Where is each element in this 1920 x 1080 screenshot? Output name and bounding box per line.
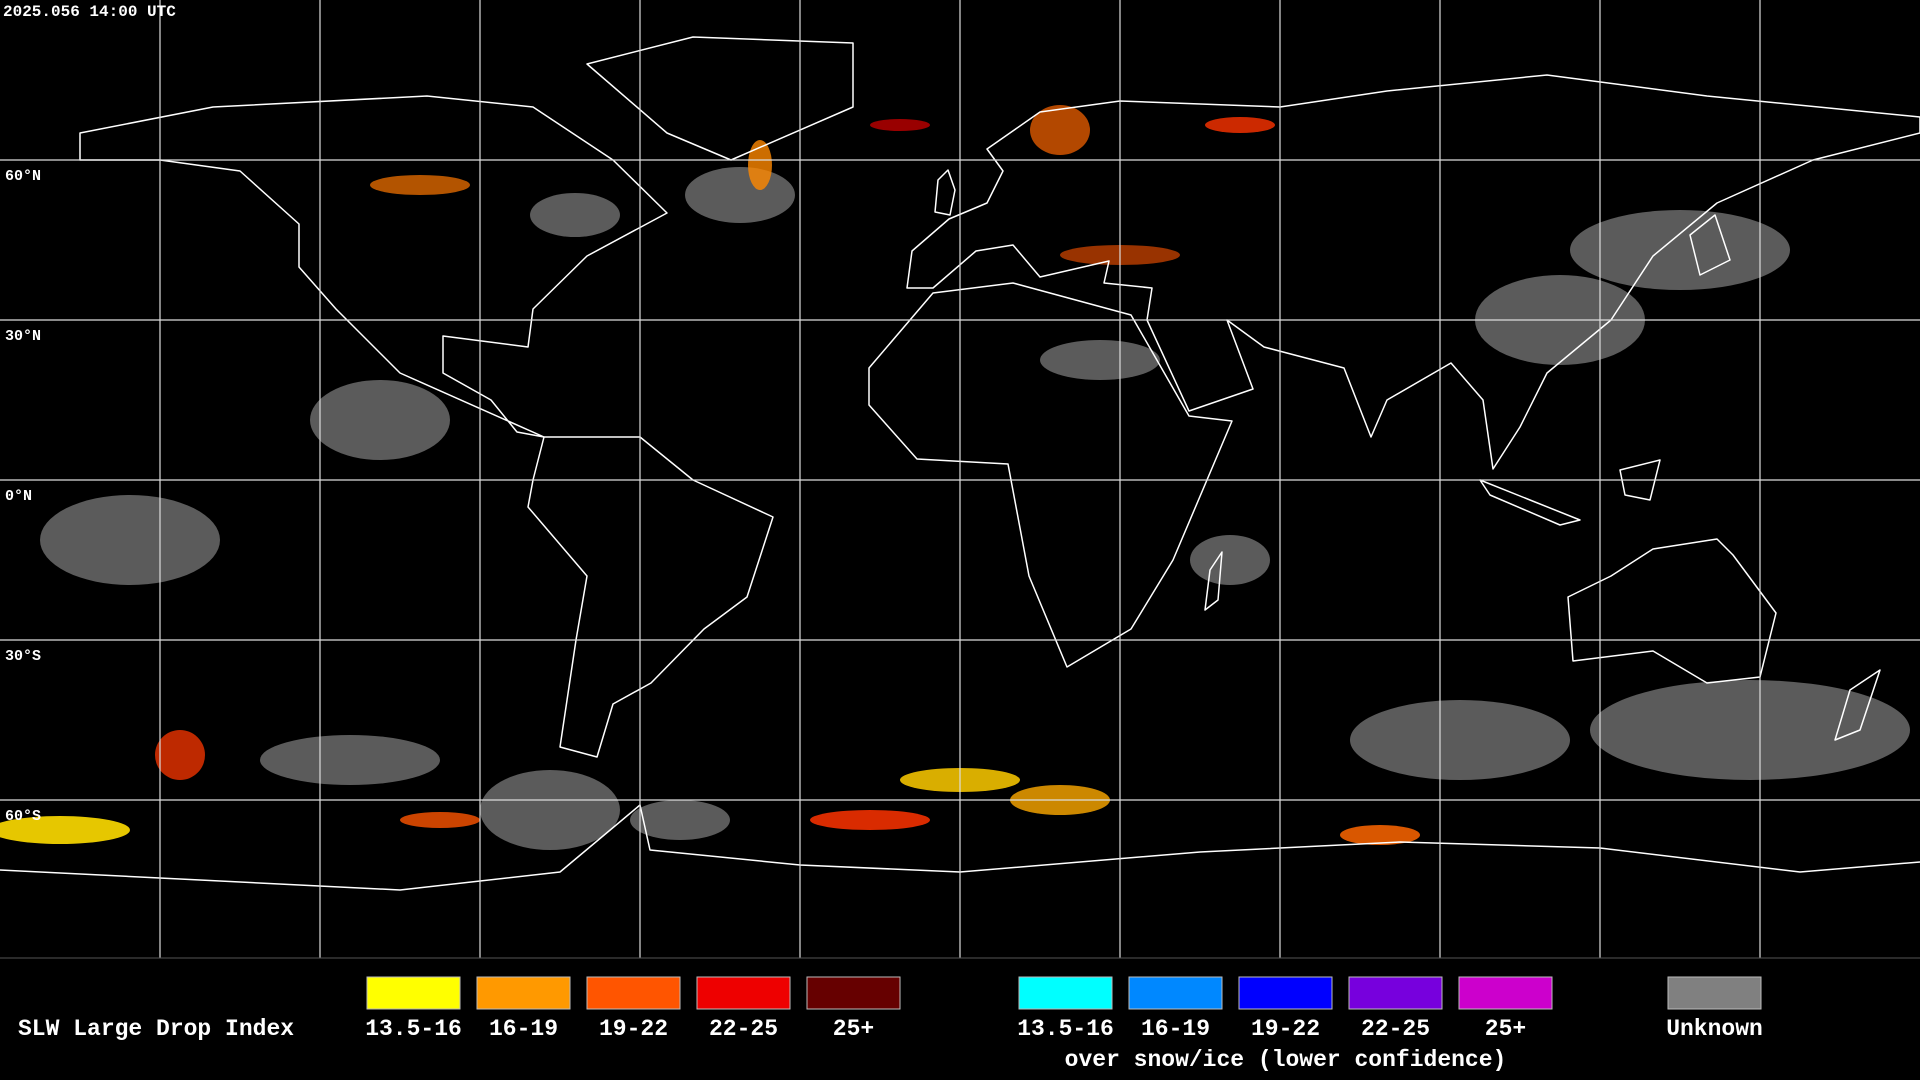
- legend-swatch: [696, 976, 791, 1010]
- legend-swatch: [366, 976, 461, 1010]
- lat-label: 30°N: [5, 328, 41, 345]
- lat-label: 0°N: [5, 488, 32, 505]
- unknown-clouds: [40, 167, 1910, 850]
- graticule: [0, 0, 1920, 959]
- map: 60°N 30°N 0°N 30°S 60°S: [0, 0, 1920, 959]
- lat-label: 30°S: [5, 648, 41, 665]
- legend-swatch: [1458, 976, 1553, 1010]
- legend-label: 13.5-16: [365, 1016, 462, 1042]
- legend-label: 16-19: [489, 1016, 558, 1042]
- legend-label: 25+: [833, 1016, 874, 1042]
- legend-label: 22-25: [1361, 1016, 1430, 1042]
- lat-label: 60°N: [5, 168, 41, 185]
- legend-label: 16-19: [1141, 1016, 1210, 1042]
- legend-label: Unknown: [1666, 1016, 1763, 1042]
- legend-swatch: [1348, 976, 1443, 1010]
- legend-label: 19-22: [1251, 1016, 1320, 1042]
- legend-swatch: [586, 976, 681, 1010]
- legend-label: 22-25: [709, 1016, 778, 1042]
- legend-label: 25+: [1485, 1016, 1526, 1042]
- legend-swatch: [1018, 976, 1113, 1010]
- legend-label: 13.5-16: [1017, 1016, 1114, 1042]
- legend-caption: over snow/ice (lower confidence): [1065, 1047, 1507, 1073]
- legend-label: 19-22: [599, 1016, 668, 1042]
- timestamp: 2025.056 14:00 UTC: [3, 3, 176, 21]
- lat-label: 60°S: [5, 808, 41, 825]
- legend-swatch: [806, 976, 901, 1010]
- legend-title: SLW Large Drop Index: [18, 1016, 294, 1042]
- legend-swatch: [476, 976, 571, 1010]
- legend-swatch: [1238, 976, 1333, 1010]
- legend-swatch: [1667, 976, 1762, 1010]
- legend: 13.5-16 16-19 19-22 22-25 25+ 13.5-16 16-19 19-…: [365, 976, 1763, 1073]
- legend-swatch: [1128, 976, 1223, 1010]
